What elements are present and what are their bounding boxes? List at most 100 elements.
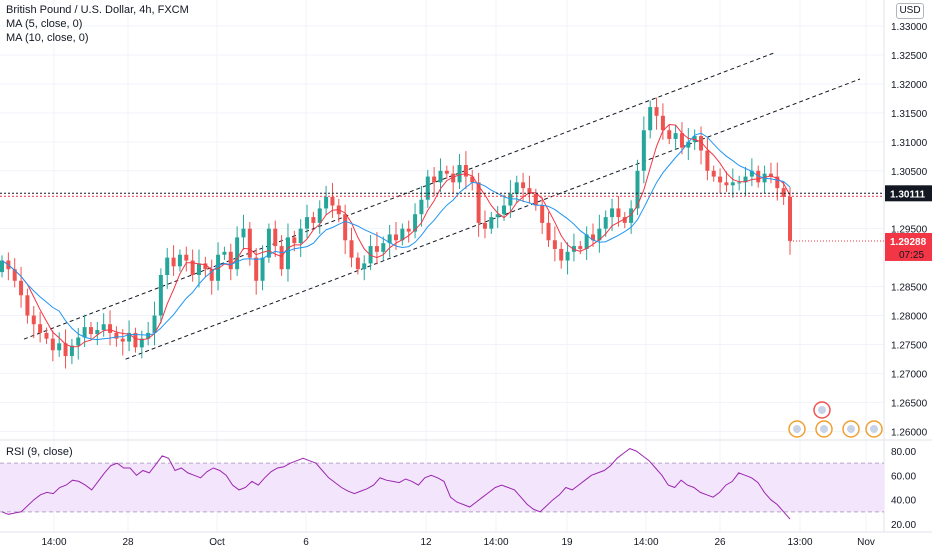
time-tick-label: 19: [561, 537, 573, 548]
price-tick-label: 1.30500: [891, 167, 928, 178]
candle-body: [298, 228, 303, 244]
rsi-tick-label: 60.00: [891, 471, 916, 482]
candle-body: [635, 170, 640, 209]
candle-body: [285, 237, 290, 270]
ma5-line: [1, 123, 791, 348]
price-tick-label: 1.31000: [891, 138, 928, 149]
candle-body: [565, 251, 570, 261]
price-tick-label: 1.32500: [891, 51, 928, 62]
rsi-legend[interactable]: RSI (9, close): [6, 446, 73, 458]
price-axis[interactable]: 1.26000 1.26500 1.27000 1.27500 1.28000 1.285…: [885, 22, 932, 531]
candle-body: [679, 133, 684, 148]
ma5-path: [1, 123, 791, 348]
candle-body: [228, 251, 233, 270]
candle-body: [743, 176, 748, 183]
candle-body: [184, 254, 189, 261]
candle-body: [50, 338, 55, 351]
candle-body: [381, 243, 386, 252]
economic-events[interactable]: [788, 401, 883, 438]
candle-body: [177, 254, 182, 267]
candle-body: [69, 345, 74, 357]
event-flag-inner: [847, 425, 855, 433]
candle-body: [591, 234, 595, 241]
currency-button[interactable]: USD: [896, 3, 924, 19]
candle-body: [19, 280, 24, 296]
candle-body: [114, 332, 119, 339]
candle-body: [406, 228, 411, 232]
candle-body: [444, 170, 449, 174]
grid-lines: [0, 0, 932, 532]
candle-body: [699, 136, 704, 151]
candle-body: [197, 263, 201, 275]
candle-body: [660, 115, 665, 131]
price-tick-label: 1.28500: [891, 283, 928, 294]
candle-body: [235, 237, 240, 270]
price-tick-label: 1.26000: [891, 427, 928, 438]
rsi-tick-label: 20.00: [891, 520, 916, 531]
candle-body: [38, 324, 43, 333]
candle-body: [768, 173, 773, 177]
candle-body: [622, 217, 627, 223]
candle-body: [495, 214, 500, 218]
candle-body: [273, 228, 278, 247]
candle-body: [82, 327, 87, 338]
candle-body: [482, 222, 487, 229]
price-tick-label: 1.27500: [891, 340, 928, 351]
candle-body: [648, 107, 653, 131]
candle-body: [527, 188, 532, 194]
countdown-value: 07:25: [899, 250, 924, 261]
candle-body: [559, 248, 564, 261]
candle-body: [292, 237, 297, 244]
candle-body: [222, 251, 227, 255]
candle-body: [171, 257, 176, 267]
candle-body: [419, 199, 424, 215]
chart-title[interactable]: British Pound / U.S. Dollar, 4h, FXCM: [6, 4, 189, 16]
candle-body: [489, 217, 494, 229]
candle-body: [355, 257, 360, 270]
candle-body: [463, 165, 468, 177]
candle-body: [470, 176, 475, 183]
candle-body: [610, 208, 615, 218]
candle-body: [209, 269, 214, 281]
candle-body: [667, 130, 672, 139]
candle-body: [673, 133, 678, 139]
candle-body: [400, 228, 405, 241]
candle-body: [63, 343, 68, 357]
time-axis[interactable]: 14:00 28 Oct 6 12 14:00 19 14:00 26 13:00 Nov: [0, 531, 932, 548]
candle-body: [457, 165, 462, 183]
candle-body: [241, 228, 246, 238]
candle-body: [451, 173, 456, 183]
price-tick-label: 1.29500: [891, 225, 928, 236]
time-tick-label: Nov: [857, 537, 875, 548]
candle-body: [76, 337, 81, 346]
time-tick-label: 26: [714, 537, 726, 548]
time-tick-label: 14:00: [633, 537, 658, 548]
candlestick-series: [0, 97, 792, 369]
candle-body: [686, 141, 691, 148]
candle-body: [330, 196, 335, 206]
candle-body: [641, 130, 646, 171]
current-price-badge: [885, 185, 932, 202]
candle-body: [101, 324, 106, 330]
price-tick-label: 1.27000: [891, 369, 928, 380]
candle-body: [603, 217, 608, 229]
candle-body: [324, 196, 329, 209]
event-flag-inner: [818, 406, 826, 414]
candle-body: [730, 182, 735, 186]
candle-body: [190, 260, 195, 275]
candle-body: [749, 170, 754, 177]
candle-body: [705, 150, 710, 171]
time-tick-label: 13:00: [787, 537, 812, 548]
price-lines: [0, 192, 884, 242]
candle-body: [502, 205, 507, 215]
event-flag-inner: [870, 425, 878, 433]
ma5-legend[interactable]: MA (5, close, 0): [6, 18, 83, 30]
candle-body: [692, 136, 697, 142]
candle-body: [724, 182, 729, 186]
candle-body: [203, 263, 208, 270]
ma10-legend[interactable]: MA (10, close, 0): [6, 32, 89, 44]
candle-body: [31, 315, 36, 325]
candle-body: [57, 343, 62, 351]
event-flag-inner: [820, 425, 828, 433]
trend-channel: [23, 51, 861, 360]
